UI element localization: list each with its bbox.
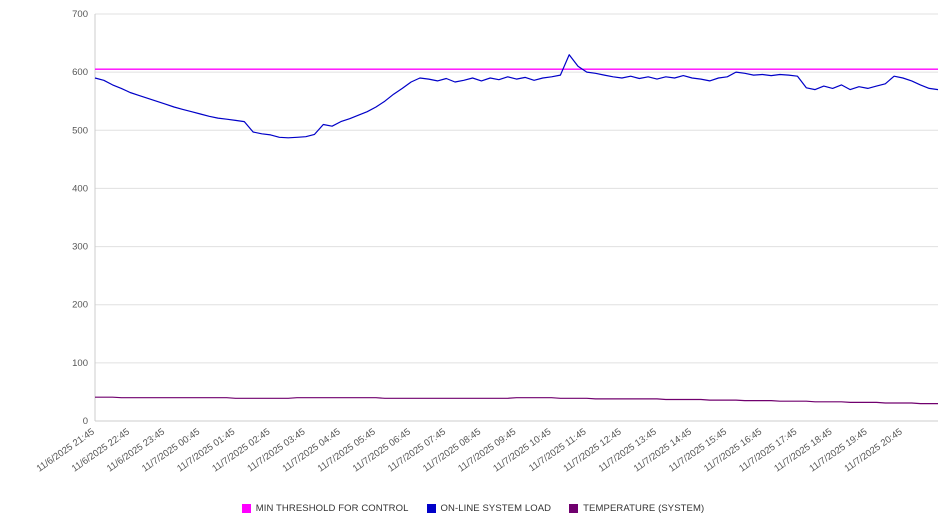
legend-item-system-load[interactable]: ON-LINE SYSTEM LOAD — [426, 503, 552, 514]
series-line — [94, 54, 939, 139]
temperature-swatch-icon — [569, 504, 579, 513]
legend-label-system-load: ON-LINE SYSTEM LOAD — [440, 503, 552, 514]
y-axis-tick-label: 100 — [72, 358, 88, 369]
legend-label-min-threshold: MIN THRESHOLD FOR CONTROL — [255, 503, 409, 514]
legend-item-min-threshold[interactable]: MIN THRESHOLD FOR CONTROL — [241, 503, 409, 514]
y-axis-tick-label: 600 — [72, 67, 88, 78]
series-line — [95, 396, 938, 405]
x-axis-tick-label: 11/6/2025 21:45 — [35, 426, 97, 474]
y-axis-tick-label: 300 — [72, 242, 88, 253]
min-threshold-swatch-icon — [241, 504, 251, 513]
y-axis-tick-label: 200 — [72, 300, 88, 311]
legend-item-temperature[interactable]: TEMPERATURE (SYSTEM) — [569, 503, 704, 514]
legend-label-temperature: TEMPERATURE (SYSTEM) — [583, 503, 705, 514]
y-axis-tick-label: 400 — [72, 183, 88, 194]
y-axis-tick-label: 700 — [72, 9, 88, 20]
system-load-swatch-icon — [426, 504, 436, 513]
y-axis-tick-label: 500 — [72, 125, 88, 136]
chart-legend: MIN THRESHOLD FOR CONTROL ON-LINE SYSTEM… — [0, 503, 946, 514]
y-axis-tick-label: 0 — [83, 416, 88, 427]
